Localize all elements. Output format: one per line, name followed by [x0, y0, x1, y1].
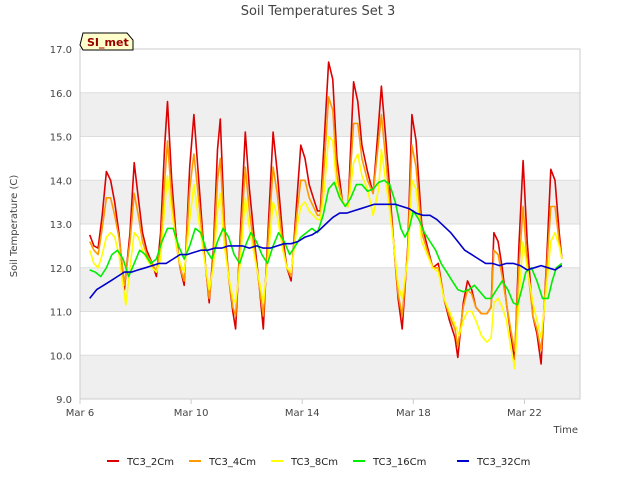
series-line-tc3-16cm — [89, 179, 563, 306]
series-line-tc3-32cm — [89, 203, 563, 299]
legend-label: TC3_4Cm — [208, 457, 256, 468]
site-label-badge: SI_met — [79, 32, 134, 51]
series-line-tc3-8cm — [88, 135, 563, 370]
series-lines — [88, 61, 563, 370]
y-tick-label: 9.0 — [56, 395, 72, 406]
site-label-text: SI_met — [87, 36, 129, 49]
y-axis-title: Soil Temperature (C) — [9, 175, 20, 278]
y-tick-label: 12.0 — [50, 264, 72, 275]
x-tick-label: Mar 22 — [507, 408, 542, 419]
legend-label: TC3_8Cm — [290, 457, 338, 468]
legend-label: TC3_16Cm — [372, 457, 426, 468]
y-axis: 9.0 10.0 11.0 12.0 13.0 14.0 15.0 16.0 17.0 — [50, 45, 72, 406]
x-axis: Mar 6 Mar 10 Mar 14 Mar 18 Mar 22 — [66, 399, 542, 419]
y-tick-label: 17.0 — [50, 45, 72, 56]
y-tick-label: 14.0 — [50, 176, 72, 187]
x-tick-label: Mar 6 — [66, 408, 94, 419]
x-axis-title: Time — [553, 425, 578, 436]
grid-band — [80, 355, 580, 399]
x-tick-label: Mar 14 — [285, 408, 320, 419]
plot-frame — [79, 48, 581, 400]
y-tick-label: 10.0 — [50, 351, 72, 362]
site-label-box — [79, 32, 134, 51]
chart-title: Soil Temperatures Set 3 — [241, 4, 396, 19]
y-tick-label: 13.0 — [50, 220, 72, 231]
x-tick-label: Mar 18 — [396, 408, 431, 419]
legend-label: TC3_2Cm — [126, 457, 174, 468]
legend-label: TC3_32Cm — [476, 457, 530, 468]
series-line-tc3-4cm — [88, 96, 563, 352]
legend: TC3_2Cm TC3_4Cm TC3_8Cm TC3_16Cm TC3_32Cm — [107, 457, 530, 468]
y-tick-label: 16.0 — [50, 89, 72, 100]
y-tick-label: 11.0 — [50, 308, 72, 319]
x-tick-label: Mar 10 — [174, 408, 209, 419]
y-tick-label: 15.0 — [50, 133, 72, 144]
